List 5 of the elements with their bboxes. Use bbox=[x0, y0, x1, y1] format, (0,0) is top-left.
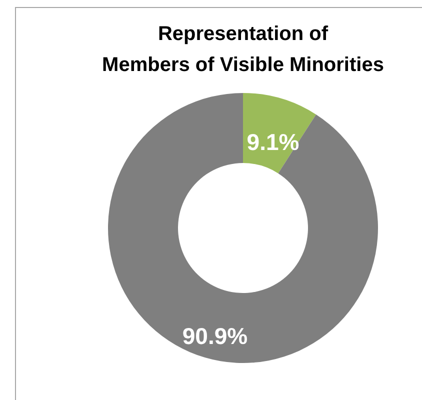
donut-slice bbox=[108, 93, 378, 363]
data-label: 90.9% bbox=[182, 323, 248, 350]
donut-slice bbox=[243, 93, 316, 174]
data-label: 9.1% bbox=[246, 129, 300, 156]
chart-title: Representation of Members of Visible Minorities bbox=[102, 23, 384, 76]
